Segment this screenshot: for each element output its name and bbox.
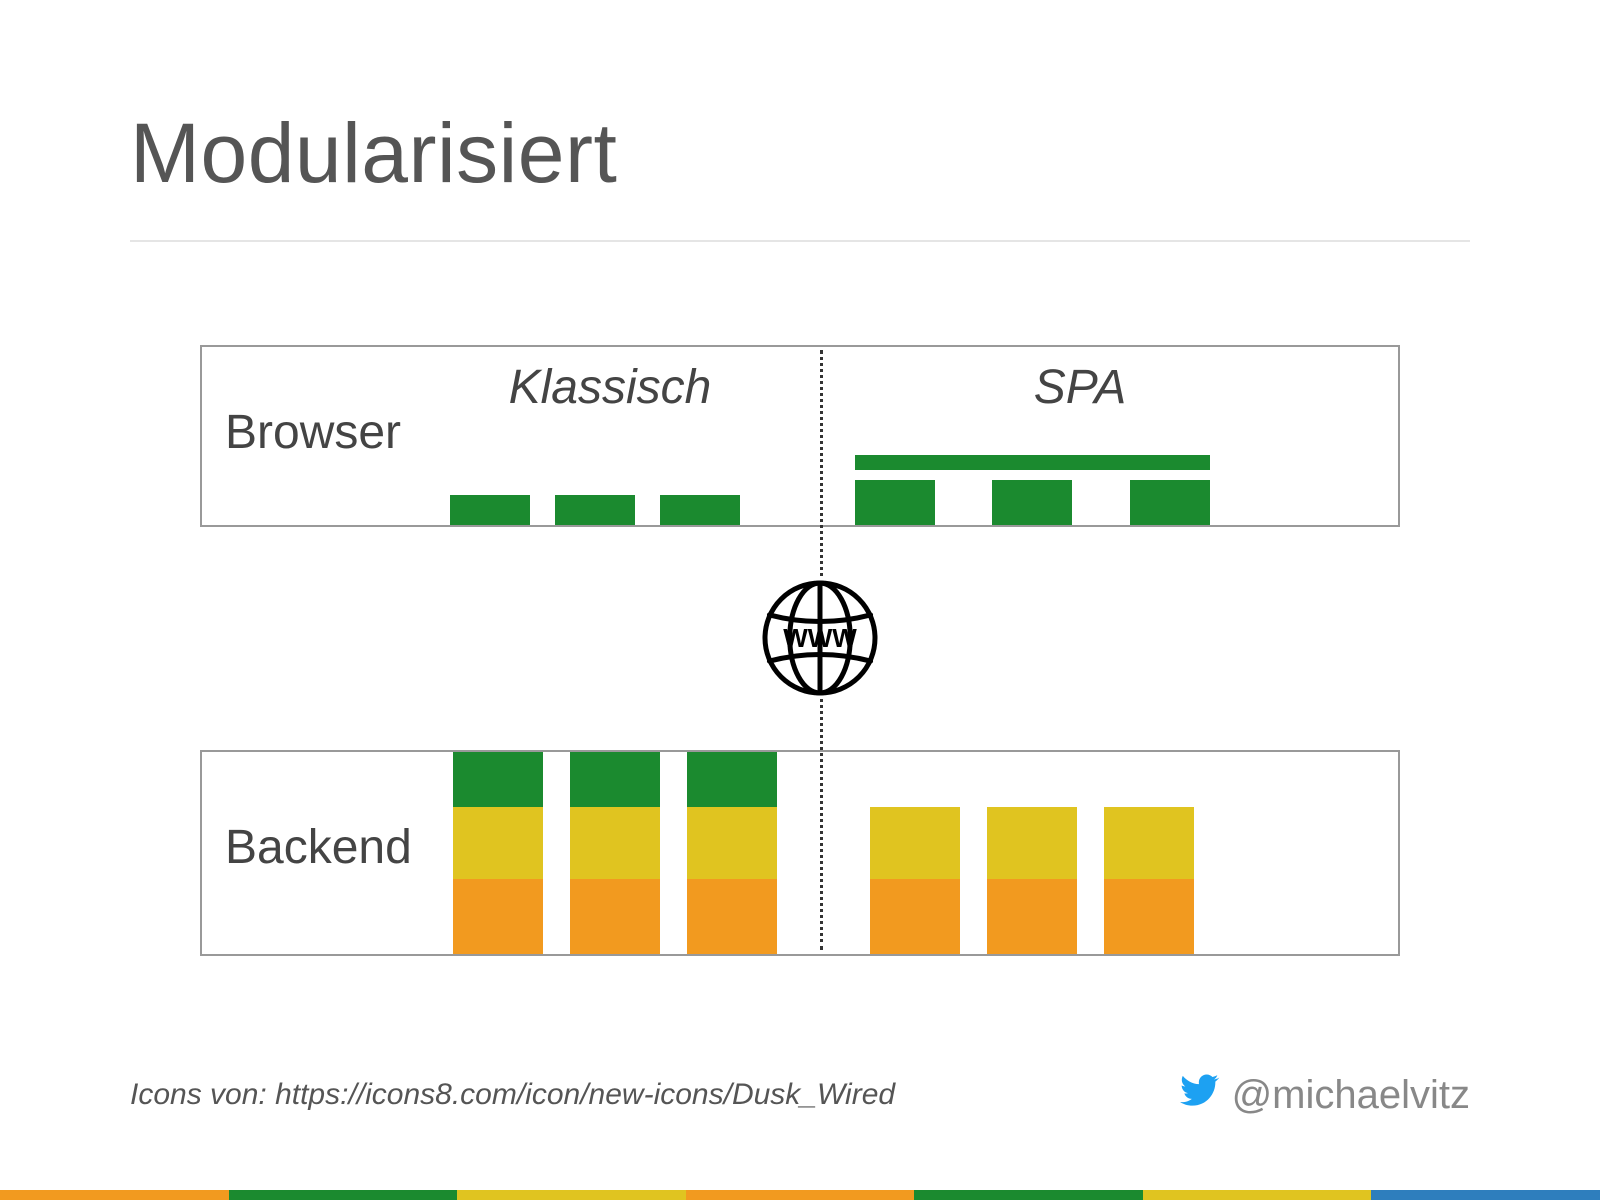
bottom-stripe-seg-6 <box>1371 1190 1600 1200</box>
spa-backend-bar-1-seg-0 <box>987 807 1077 879</box>
www-icon: WWW <box>759 577 881 699</box>
klassisch-backend-bar-0-seg-1 <box>453 807 543 879</box>
klassisch-backend-bar-2-seg-2 <box>687 879 777 954</box>
spa-browser-bar-2 <box>1130 480 1210 525</box>
column-label-spa: SPA <box>930 360 1230 415</box>
title-rule <box>130 240 1470 242</box>
footer-handle-text: @michaelvitz <box>1232 1073 1470 1118</box>
spa-browser-bar-0 <box>855 480 935 525</box>
bottom-stripe <box>0 1190 1600 1200</box>
bottom-stripe-seg-5 <box>1143 1190 1372 1200</box>
browser-label: Browser <box>225 405 401 460</box>
footer-handle: @michaelvitz <box>1180 1070 1470 1120</box>
bottom-stripe-seg-1 <box>229 1190 458 1200</box>
bottom-stripe-seg-4 <box>914 1190 1143 1200</box>
bottom-stripe-seg-2 <box>457 1190 686 1200</box>
klassisch-browser-bar-2 <box>660 495 740 525</box>
column-label-klassisch: Klassisch <box>430 360 790 415</box>
klassisch-backend-bar-2-seg-0 <box>687 752 777 807</box>
klassisch-backend-bar-0-seg-2 <box>453 879 543 954</box>
twitter-icon <box>1180 1070 1220 1120</box>
bottom-stripe-seg-0 <box>0 1190 229 1200</box>
klassisch-backend-bar-1-seg-0 <box>570 752 660 807</box>
klassisch-backend-bar-0-seg-0 <box>453 752 543 807</box>
spa-backend-bar-2-seg-0 <box>1104 807 1194 879</box>
klassisch-backend-bar-1-seg-1 <box>570 807 660 879</box>
spa-backend-bar-1-seg-1 <box>987 879 1077 954</box>
backend-label: Backend <box>225 820 412 875</box>
spa-backend-bar-2-seg-1 <box>1104 879 1194 954</box>
spa-backend-bar-0-seg-0 <box>870 807 960 879</box>
klassisch-browser-bar-0 <box>450 495 530 525</box>
klassisch-backend-bar-2-seg-1 <box>687 807 777 879</box>
footer-credits: Icons von: https://icons8.com/icon/new-i… <box>130 1078 895 1112</box>
klassisch-backend-bar-1-seg-2 <box>570 879 660 954</box>
bottom-stripe-seg-3 <box>686 1190 915 1200</box>
svg-text:WWW: WWW <box>783 623 857 653</box>
slide: Modularisiert Browser Klassisch SPA Back… <box>0 0 1600 1200</box>
spa-browser-bar-1 <box>992 480 1072 525</box>
spa-browser-topbar <box>855 455 1210 470</box>
page-title: Modularisiert <box>130 105 617 202</box>
klassisch-browser-bar-1 <box>555 495 635 525</box>
spa-backend-bar-0-seg-1 <box>870 879 960 954</box>
